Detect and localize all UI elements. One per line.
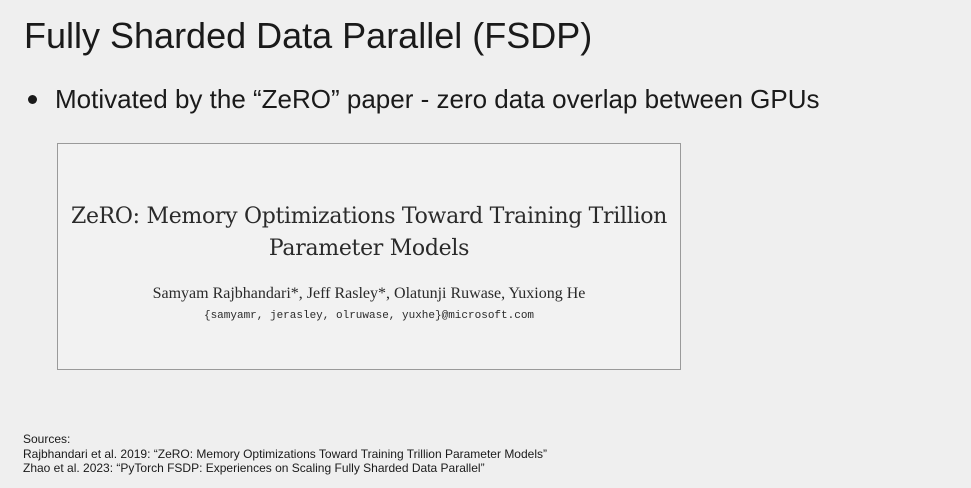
bullet-text: Motivated by the “ZeRO” paper - zero dat… (55, 84, 820, 114)
paper-authors: Samyam Rajbhandari*, Jeff Rasley*, Olatu… (152, 285, 586, 302)
paper-header-image: ZeRO: Memory Optimizations Toward Traini… (57, 143, 681, 370)
paper-title-line-1: ZeRO: Memory Optimizations Toward Traini… (70, 204, 668, 229)
source-item: Rajbhandari et al. 2019: “ZeRO: Memory O… (23, 446, 547, 461)
slide-title: Fully Sharded Data Parallel (FSDP) (24, 15, 593, 56)
bullet-dot-icon (28, 94, 37, 104)
paper-title: ZeRO: Memory Optimizations Toward Traini… (58, 201, 680, 265)
paper-emails: {samyamr, jerasley, olruwase, yuxhe}@mic… (203, 310, 535, 322)
source-item: Zhao et al. 2023: “PyTorch FSDP: Experie… (23, 461, 485, 475)
bullet-item: Motivated by the “ZeRO” paper - zero dat… (26, 82, 819, 116)
sources-heading: Sources: (23, 432, 71, 446)
sources-block: Sources: Rajbhandari et al. 2019: “ZeRO:… (23, 432, 547, 476)
paper-title-line-2: Parameter Models (268, 236, 470, 261)
